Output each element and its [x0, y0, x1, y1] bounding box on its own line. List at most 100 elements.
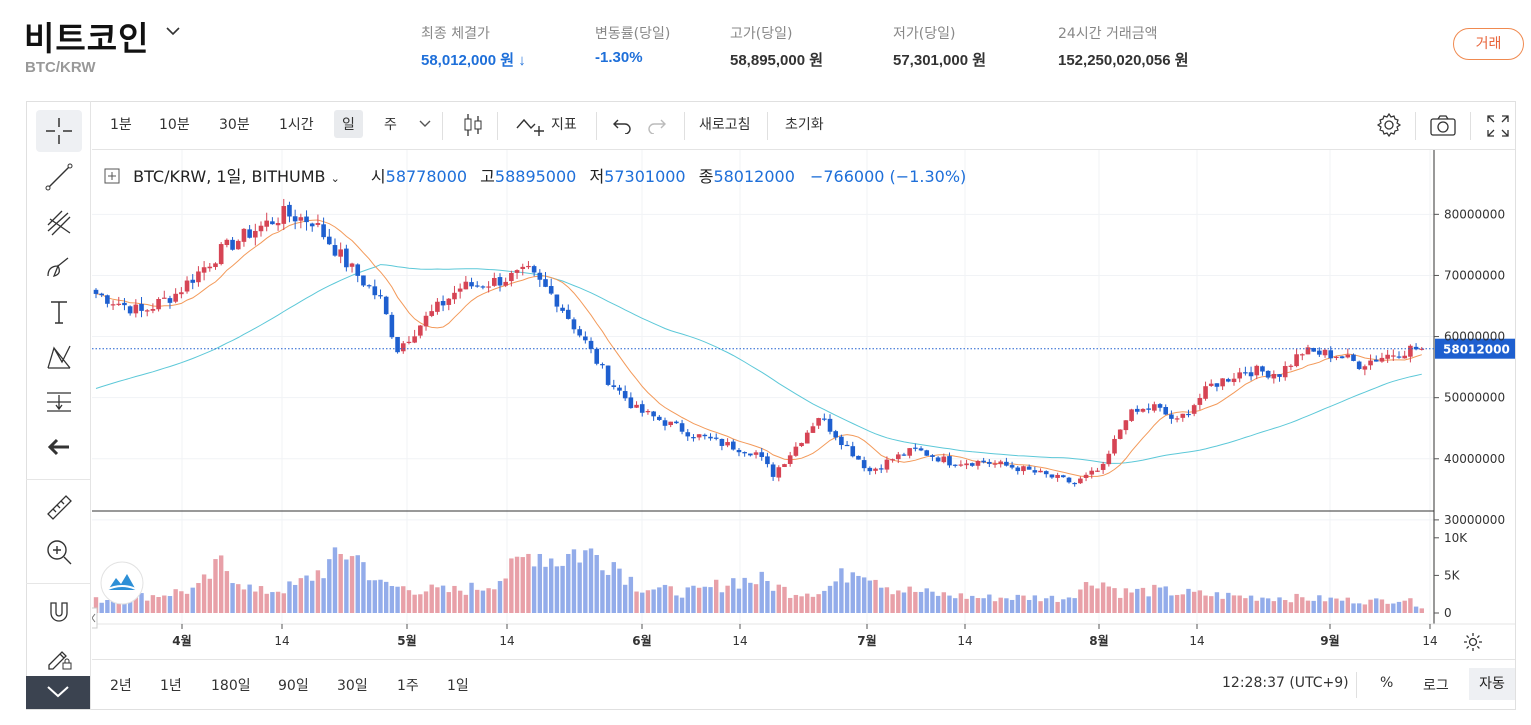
- fullscreen-icon[interactable]: [1486, 114, 1510, 142]
- volume-bar: [1419, 608, 1424, 613]
- candle-body: [355, 264, 361, 276]
- toolbar-divider: [596, 112, 597, 140]
- range-2y[interactable]: 2년: [110, 678, 132, 694]
- stat-value: -1.30%: [595, 49, 643, 66]
- candle-body: [287, 204, 292, 217]
- candle-body: [492, 277, 497, 286]
- brush-icon[interactable]: [36, 246, 82, 288]
- time-axis-settings-gear-icon[interactable]: [1464, 633, 1482, 651]
- candle-body: [247, 229, 252, 238]
- price-axis: 30000000 40000000 50000000 60000000 70000000…: [1434, 207, 1505, 527]
- refresh-button[interactable]: 새로고침: [699, 117, 751, 133]
- candle-body: [998, 461, 1004, 465]
- volume-bar: [201, 574, 207, 613]
- candle-body: [1191, 405, 1197, 414]
- interval-day[interactable]: 일: [334, 110, 363, 138]
- lock-drawing-icon[interactable]: [36, 636, 82, 678]
- candle-body: [281, 206, 287, 224]
- volume-bar: [947, 595, 952, 613]
- fib-retracement-icon[interactable]: [36, 381, 82, 423]
- crosshair-icon[interactable]: [36, 110, 82, 152]
- range-30d[interactable]: 30일: [337, 678, 368, 694]
- legend-expand-icon[interactable]: [104, 168, 120, 188]
- candle-body: [651, 411, 656, 417]
- candle-body: [105, 295, 110, 304]
- candle-body: [1214, 383, 1220, 387]
- indicator-icon[interactable]: [515, 114, 545, 142]
- percent-scale-toggle[interactable]: %: [1380, 675, 1394, 691]
- candle-body: [1362, 366, 1368, 370]
- candle-body: [1004, 461, 1009, 466]
- volume-bar: [861, 577, 867, 613]
- toolbar-divider: [1356, 672, 1357, 698]
- volume-bar: [1169, 595, 1174, 613]
- volume-bar: [1396, 601, 1402, 613]
- volume-bar: [850, 572, 855, 613]
- watermark-logo-icon[interactable]: [100, 561, 144, 605]
- reset-button[interactable]: 초기화: [785, 117, 824, 133]
- auto-scale-toggle[interactable]: 자동: [1469, 668, 1515, 700]
- volume-bar: [742, 577, 747, 613]
- candle-body: [440, 301, 446, 306]
- candle-body: [924, 450, 930, 456]
- camera-snapshot-icon[interactable]: [1429, 112, 1457, 142]
- time-tick-label: 14: [1422, 634, 1437, 648]
- interval-1m[interactable]: 1분: [110, 117, 132, 133]
- candle-body: [326, 236, 332, 245]
- pitchfork-icon[interactable]: [36, 201, 82, 243]
- candle-body: [1134, 408, 1140, 412]
- interval-30m[interactable]: 30분: [219, 117, 250, 133]
- interval-chevron-down-icon[interactable]: [419, 116, 431, 132]
- volume-bar: [110, 601, 116, 613]
- stat-label: 고가(당일): [730, 26, 793, 42]
- volume-bar: [366, 580, 372, 613]
- back-arrow-icon[interactable]: [36, 426, 82, 468]
- stat-label: 변동률(당일): [595, 26, 671, 42]
- trend-line-icon[interactable]: [36, 156, 82, 198]
- ruler-icon[interactable]: [36, 486, 82, 528]
- range-90d[interactable]: 90일: [278, 678, 309, 694]
- volume-bar: [679, 597, 685, 613]
- trade-button[interactable]: 거래: [1453, 28, 1524, 60]
- candle-type-icon[interactable]: [462, 112, 484, 142]
- candle-body: [1038, 470, 1043, 473]
- time-axis: 4월 14 5월 14 6월 14 7월 14 8월 14 9월 14: [172, 624, 1438, 648]
- candle-body: [725, 442, 730, 446]
- range-180d[interactable]: 180일: [211, 678, 251, 694]
- interval-week[interactable]: 주: [384, 117, 397, 133]
- chart-grid: [92, 150, 1434, 624]
- volume-bar: [918, 591, 924, 613]
- collapse-tools-chevron-icon[interactable]: [92, 607, 98, 629]
- candle-body: [258, 225, 264, 232]
- legend-symbol-chevron-icon[interactable]: ⌄: [330, 172, 340, 185]
- price-chart[interactable]: 58012000 30000000 40000000 50000000 6000000…: [92, 150, 1515, 659]
- coin-select-chevron-icon[interactable]: [166, 24, 180, 40]
- undo-icon[interactable]: [612, 116, 632, 138]
- range-1y[interactable]: 1년: [160, 678, 182, 694]
- indicator-label[interactable]: 지표: [551, 117, 577, 133]
- magnet-icon[interactable]: [36, 591, 82, 633]
- legend-symbol[interactable]: BTC/KRW, 1일, BITHUMB: [133, 167, 326, 186]
- log-scale-toggle[interactable]: 로그: [1423, 678, 1449, 694]
- volume-bar: [1095, 588, 1100, 613]
- volume-bar: [116, 599, 121, 613]
- toolbar-divider: [1415, 112, 1416, 140]
- pattern-icon[interactable]: [36, 336, 82, 378]
- toolbar-divider: [684, 112, 685, 140]
- interval-10m[interactable]: 10분: [159, 117, 190, 133]
- volume-bar: [145, 600, 150, 613]
- volume-bar: [873, 579, 878, 613]
- time-tick-label: 4월: [172, 633, 191, 648]
- zoom-in-icon[interactable]: [36, 531, 82, 573]
- candle-body: [173, 293, 178, 302]
- volume-bar: [577, 562, 582, 613]
- interval-1h[interactable]: 1시간: [279, 117, 314, 133]
- range-1d[interactable]: 1일: [447, 678, 469, 694]
- text-tool-icon[interactable]: [36, 291, 82, 333]
- expand-tools-button[interactable]: [26, 676, 90, 709]
- candle-body: [839, 436, 844, 446]
- volume-bar: [435, 587, 440, 613]
- settings-gear-icon[interactable]: [1376, 112, 1402, 142]
- range-1w[interactable]: 1주: [397, 678, 419, 694]
- redo-icon[interactable]: [647, 116, 667, 138]
